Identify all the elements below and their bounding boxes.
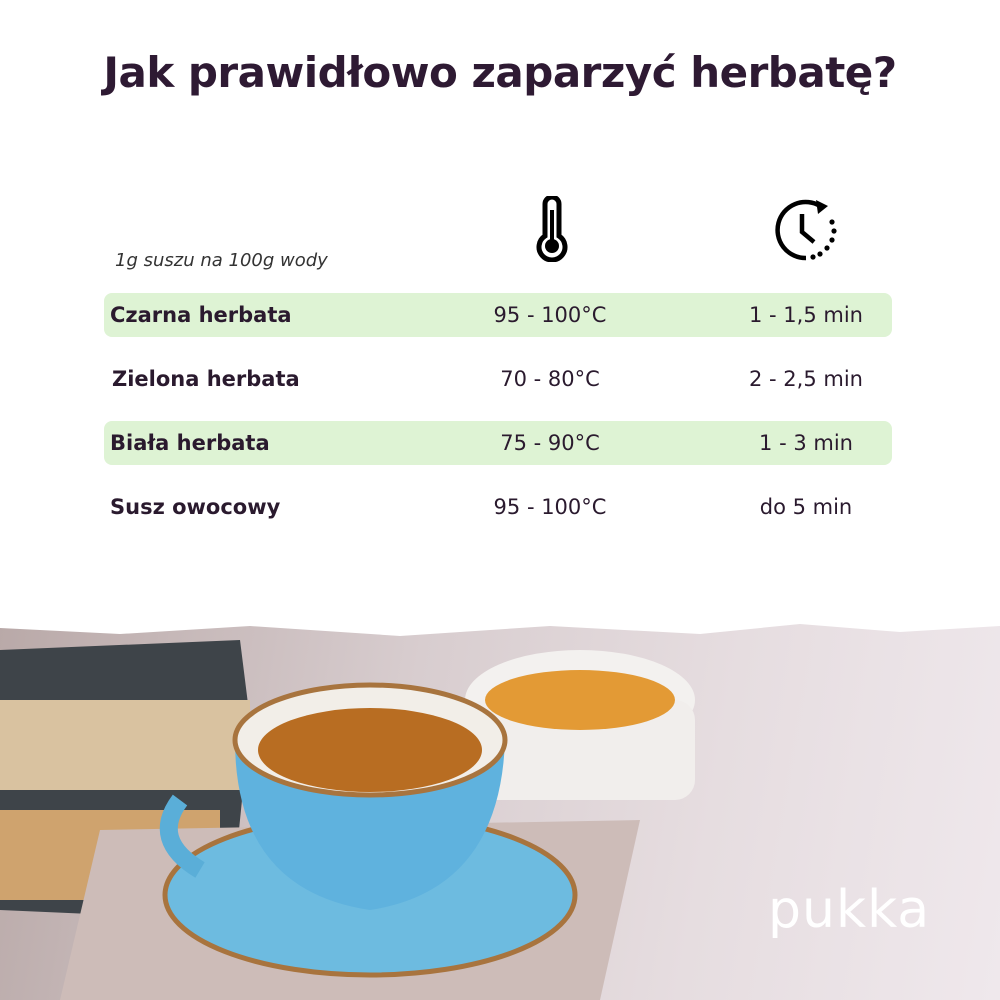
tea-name: Czarna herbata (110, 303, 292, 327)
tea-temperature: 70 - 80°C (500, 367, 600, 391)
tea-time: 1 - 3 min (759, 431, 853, 455)
tea-temperature: 95 - 100°C (493, 495, 607, 519)
table-row: Zielona herbata 70 - 80°C 2 - 2,5 min (104, 357, 892, 401)
page-title: Jak prawidłowo zaparzyć herbatę? (103, 48, 897, 97)
tea-time: 2 - 2,5 min (749, 367, 863, 391)
tea-name: Zielona herbata (112, 367, 300, 391)
tea-name: Biała herbata (110, 431, 270, 455)
tea-time: 1 - 1,5 min (749, 303, 863, 327)
clock-rotate-icon (775, 199, 837, 261)
table-row: Susz owocowy 95 - 100°C do 5 min (104, 485, 892, 529)
tea-time: do 5 min (759, 495, 853, 519)
ratio-note: 1g suszu na 100g wody (115, 250, 328, 271)
thermometer-icon (536, 196, 568, 262)
pukka-logo: pukka (768, 880, 931, 940)
tea-photo (0, 620, 1000, 1000)
tea-name: Susz owocowy (110, 495, 281, 519)
table-row: Czarna herbata 95 - 100°C 1 - 1,5 min (104, 293, 892, 337)
tea-temperature: 95 - 100°C (493, 303, 607, 327)
tea-temperature: 75 - 90°C (500, 431, 600, 455)
table-row: Biała herbata 75 - 90°C 1 - 3 min (104, 421, 892, 465)
